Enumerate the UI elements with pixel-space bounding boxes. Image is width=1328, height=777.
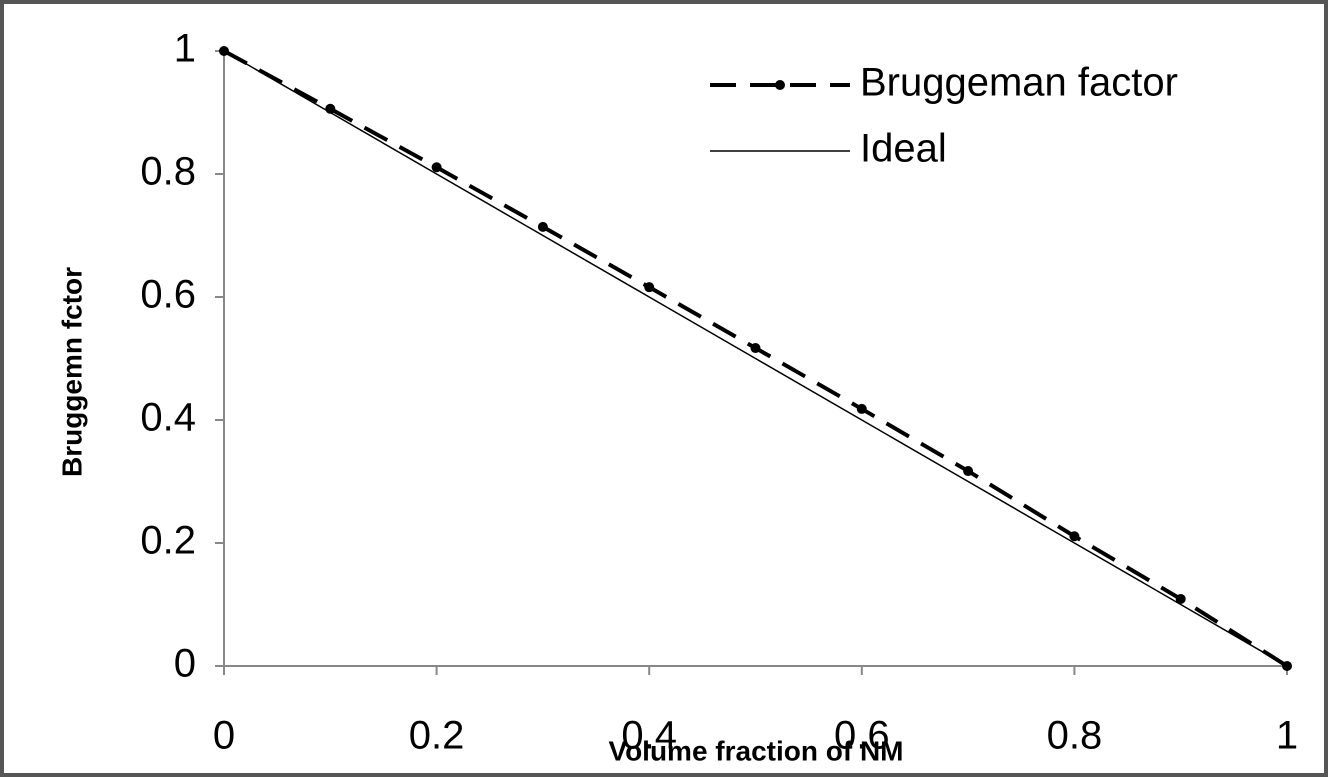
x-tick-label: 0.2 — [409, 714, 465, 758]
x-tick-label: 0.4 — [621, 714, 677, 758]
data-point — [537, 221, 548, 232]
y-axis-title: Bruggemn fctor — [56, 267, 87, 477]
y-tick-label: 0 — [174, 642, 196, 686]
series-line — [223, 50, 1288, 667]
x-tick-label: 0.8 — [1047, 714, 1103, 758]
y-tick-label: 0.4 — [140, 396, 196, 440]
data-point — [644, 282, 655, 293]
y-tick-label: 0.2 — [140, 519, 196, 563]
x-tick-label: 0 — [213, 714, 235, 758]
x-axis-title: Volume fraction of NM — [608, 735, 903, 766]
y-tick-label: 0.6 — [140, 273, 196, 317]
data-point — [750, 343, 761, 354]
data-point — [1069, 531, 1080, 542]
legend-marker — [775, 80, 785, 90]
data-point — [856, 403, 867, 414]
y-tick-label: 1 — [174, 27, 196, 71]
x-tick-label: 1 — [1276, 714, 1298, 758]
data-point — [431, 162, 442, 173]
x-tick-label: 0.6 — [834, 714, 890, 758]
data-point — [1175, 593, 1186, 604]
y-tick-label: 0.8 — [140, 150, 196, 194]
data-point — [963, 466, 974, 477]
legend-label: Ideal — [860, 127, 947, 171]
legend-label: Bruggeman factor — [860, 61, 1178, 105]
